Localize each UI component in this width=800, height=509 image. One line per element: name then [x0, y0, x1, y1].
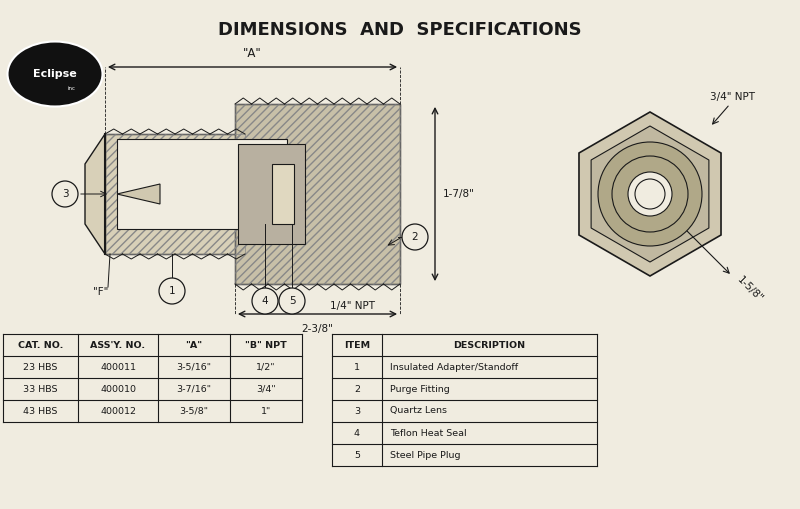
Circle shape [159, 278, 185, 304]
Polygon shape [579, 112, 721, 276]
Text: 3/4" NPT: 3/4" NPT [710, 92, 755, 102]
Circle shape [402, 224, 428, 250]
Text: 1: 1 [169, 286, 175, 296]
Text: inc: inc [68, 87, 76, 92]
Bar [235, 104, 400, 284]
Text: 400010: 400010 [100, 384, 136, 393]
Circle shape [279, 288, 305, 314]
Text: ITEM: ITEM [344, 341, 370, 350]
Text: 1": 1" [261, 407, 271, 415]
Text: 1/2": 1/2" [256, 362, 276, 372]
Bar [235, 104, 400, 284]
Text: 2-3/8": 2-3/8" [302, 324, 334, 334]
Text: 5: 5 [354, 450, 360, 460]
Text: 400012: 400012 [100, 407, 136, 415]
Text: ASS'Y. NO.: ASS'Y. NO. [90, 341, 146, 350]
Circle shape [252, 288, 278, 314]
Text: 3-5/8": 3-5/8" [179, 407, 209, 415]
Polygon shape [117, 184, 160, 204]
Text: 43 HBS: 43 HBS [23, 407, 58, 415]
Text: 2: 2 [354, 384, 360, 393]
Text: Teflon Heat Seal: Teflon Heat Seal [390, 429, 466, 438]
Text: 3/4": 3/4" [256, 384, 276, 393]
Text: 23 HBS: 23 HBS [23, 362, 58, 372]
Circle shape [612, 156, 688, 232]
Text: "A": "A" [186, 341, 202, 350]
Text: 400011: 400011 [100, 362, 136, 372]
Text: 5: 5 [289, 296, 295, 306]
Bar [272, 164, 294, 224]
Text: 33 HBS: 33 HBS [23, 384, 58, 393]
Text: 4: 4 [354, 429, 360, 438]
Text: Steel Pipe Plug: Steel Pipe Plug [390, 450, 461, 460]
Text: "A": "A" [243, 47, 262, 60]
Text: Insulated Adapter/Standoff: Insulated Adapter/Standoff [390, 362, 518, 372]
Text: 1-7/8": 1-7/8" [443, 189, 475, 199]
Text: 1: 1 [354, 362, 360, 372]
Text: Quartz Lens: Quartz Lens [390, 407, 447, 415]
Bar [238, 144, 305, 244]
Circle shape [628, 172, 672, 216]
Text: 3: 3 [62, 189, 68, 199]
Bar [105, 134, 245, 254]
Text: DESCRIPTION: DESCRIPTION [454, 341, 526, 350]
Circle shape [598, 142, 702, 246]
Text: CAT. NO.: CAT. NO. [18, 341, 63, 350]
Ellipse shape [7, 42, 102, 106]
Polygon shape [591, 126, 709, 262]
Text: DIMENSIONS  AND  SPECIFICATIONS: DIMENSIONS AND SPECIFICATIONS [218, 21, 582, 39]
Circle shape [52, 181, 78, 207]
Polygon shape [85, 134, 105, 254]
Text: 2: 2 [412, 232, 418, 242]
Text: "F": "F" [93, 287, 108, 297]
Text: Purge Fitting: Purge Fitting [390, 384, 450, 393]
Text: 1/4" NPT: 1/4" NPT [330, 301, 375, 311]
Bar [117, 139, 287, 229]
Bar [105, 134, 245, 254]
Text: 3-7/16": 3-7/16" [177, 384, 211, 393]
Circle shape [635, 179, 665, 209]
Text: "B" NPT: "B" NPT [245, 341, 287, 350]
Text: 1-5/8": 1-5/8" [735, 274, 765, 304]
Text: 4: 4 [262, 296, 268, 306]
Text: 3: 3 [354, 407, 360, 415]
Text: 3-5/16": 3-5/16" [177, 362, 211, 372]
Text: Eclipse: Eclipse [33, 69, 77, 79]
